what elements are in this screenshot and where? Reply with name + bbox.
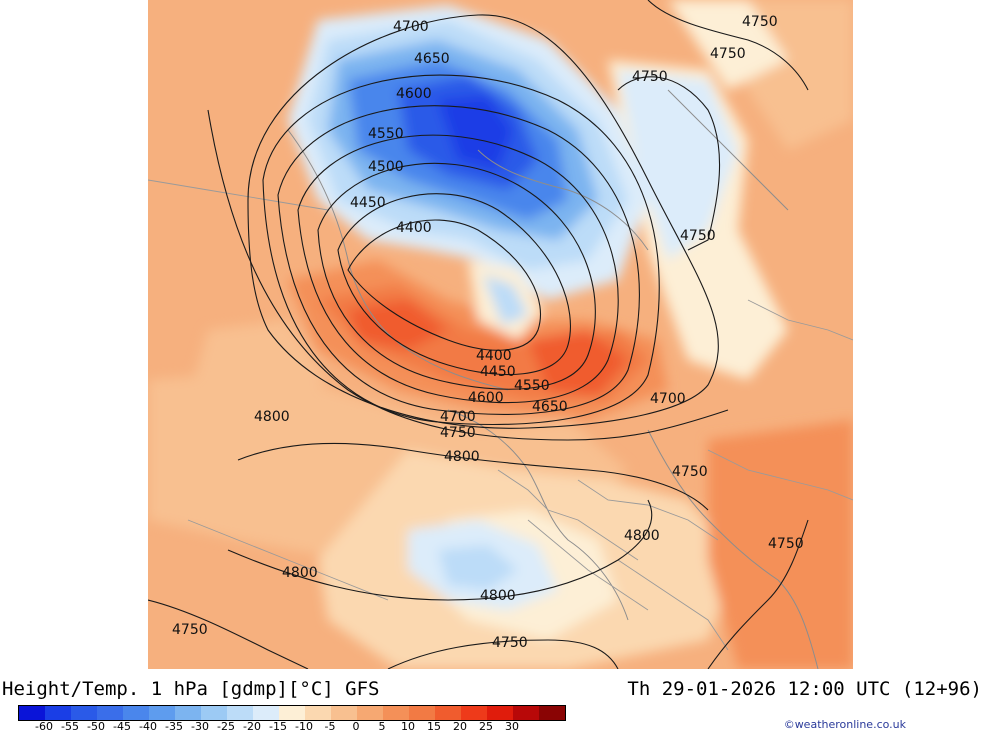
contour-label: 4800 (444, 449, 480, 465)
map-title: Height/Temp. 1 hPa [gdmp][°C] GFS (2, 678, 380, 700)
contour-label: 4600 (468, 390, 504, 406)
legend-label: -50 (87, 720, 105, 733)
legend-swatch (201, 706, 227, 720)
contour-label: 4650 (532, 399, 568, 415)
legend-label: 10 (401, 720, 415, 733)
legend-swatch (409, 706, 435, 720)
legend-label: -10 (295, 720, 313, 733)
contour-label: 4800 (624, 528, 660, 544)
contour-label: 4450 (350, 195, 386, 211)
contour-label: 4750 (440, 425, 476, 441)
legend-swatch (305, 706, 331, 720)
weather-map: 4700 4650 4600 4550 4500 4450 4400 4400 … (148, 0, 853, 669)
color-legend-bar (18, 705, 566, 721)
legend-label: -20 (243, 720, 261, 733)
contour-label: 4700 (393, 19, 429, 35)
forecast-datetime: Th 29-01-2026 12:00 UTC (12+96) (627, 678, 982, 700)
legend-label: 15 (427, 720, 441, 733)
contour-label: 4400 (476, 348, 512, 364)
contour-label: 4750 (632, 69, 668, 85)
legend-label: 25 (479, 720, 493, 733)
contour-label: 4700 (440, 409, 476, 425)
contour-label: 4750 (680, 228, 716, 244)
legend-swatch (123, 706, 149, 720)
legend-label: -45 (113, 720, 131, 733)
legend-swatch (97, 706, 123, 720)
contour-4800-s (227, 499, 653, 601)
color-legend-labels: -60 -55 -50 -45 -40 -35 -30 -25 -20 -15 -10 -5 0 5 10 1… (18, 720, 578, 734)
contour-label: 4750 (742, 14, 778, 30)
contour-4750-se (707, 519, 809, 669)
contour-label: 4750 (672, 464, 708, 480)
contour-label: 4700 (650, 391, 686, 407)
contour-4750-top (647, 0, 809, 91)
legend-label: 30 (505, 720, 519, 733)
legend-swatch (253, 706, 279, 720)
contour-4650 (262, 74, 660, 426)
legend-label: -30 (191, 720, 209, 733)
contour-label: 4550 (514, 378, 550, 394)
legend-label: 5 (378, 720, 386, 733)
legend-label: -35 (165, 720, 183, 733)
legend-label: -25 (217, 720, 235, 733)
contour-label: 4550 (368, 126, 404, 142)
credit-link[interactable]: ©weatheronline.co.uk (783, 718, 906, 731)
legend-swatch (539, 706, 565, 720)
legend-swatch (383, 706, 409, 720)
map-canvas: 4700 4650 4600 4550 4500 4450 4400 4400 … (148, 0, 853, 669)
legend-swatch (19, 706, 45, 720)
contour-4600 (277, 105, 640, 415)
legend-swatch (45, 706, 71, 720)
legend-swatch (175, 706, 201, 720)
legend-label: -15 (269, 720, 287, 733)
contour-4450 (337, 193, 571, 376)
legend-swatch (71, 706, 97, 720)
legend-swatch (513, 706, 539, 720)
contour-4550 (297, 134, 619, 404)
contour-label: 4600 (396, 86, 432, 102)
legend-swatch (461, 706, 487, 720)
legend-swatch (279, 706, 305, 720)
contour-labels: 4700 4650 4600 4550 4500 4450 4400 4400 … (172, 14, 804, 651)
contour-4750-sw (148, 599, 309, 669)
contour-label: 4450 (480, 364, 516, 380)
legend-swatch (357, 706, 383, 720)
contour-4750-ne (617, 76, 721, 251)
contour-label: 4800 (282, 565, 318, 581)
contour-4700 (247, 14, 719, 429)
contour-label: 4750 (768, 536, 804, 552)
contour-label: 4800 (480, 588, 516, 604)
legend-swatch (435, 706, 461, 720)
height-contours (148, 0, 809, 669)
contour-label: 4500 (368, 159, 404, 175)
geographic-outlines (148, 89, 853, 669)
legend-label: -55 (61, 720, 79, 733)
contour-label: 4650 (414, 51, 450, 67)
contour-4750-s (387, 639, 619, 669)
legend-label: -60 (35, 720, 53, 733)
legend-swatch (331, 706, 357, 720)
contour-4400 (347, 219, 542, 351)
legend-label: 0 (352, 720, 360, 733)
contour-label: 4750 (492, 635, 528, 651)
legend-label: -40 (139, 720, 157, 733)
contour-4500 (317, 162, 596, 390)
temperature-shading (148, 0, 853, 669)
contour-4750-main (207, 109, 729, 441)
contour-label: 4750 (172, 622, 208, 638)
legend-swatch (149, 706, 175, 720)
contour-4800-main (237, 442, 709, 511)
legend-label: 20 (453, 720, 467, 733)
contour-label: 4800 (254, 409, 290, 425)
legend-swatch (487, 706, 513, 720)
legend-swatch (227, 706, 253, 720)
contour-label: 4750 (710, 46, 746, 62)
legend-label: -5 (324, 720, 336, 733)
contour-label: 4400 (396, 220, 432, 236)
